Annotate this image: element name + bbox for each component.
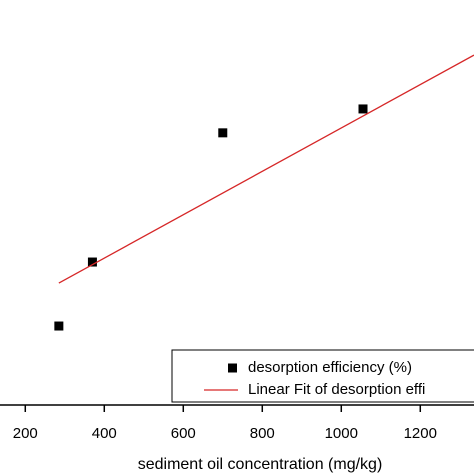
x-tick-label: 200 bbox=[13, 425, 38, 442]
fit-line bbox=[58, 54, 474, 284]
x-tick-label: 400 bbox=[92, 425, 117, 442]
legend-label: Linear Fit of desorption effi bbox=[248, 381, 425, 398]
data-point bbox=[358, 104, 368, 114]
legend-marker bbox=[228, 363, 237, 373]
data-point bbox=[87, 257, 97, 267]
x-tick-label: 1200 bbox=[404, 425, 437, 442]
x-tick-label: 600 bbox=[171, 425, 196, 442]
legend bbox=[171, 349, 474, 403]
legend-label: desorption efficiency (%) bbox=[248, 359, 412, 376]
data-point bbox=[218, 128, 228, 138]
x-tick-label: 1000 bbox=[325, 425, 358, 442]
data-point bbox=[54, 321, 64, 331]
x-tick-label: 800 bbox=[250, 425, 275, 442]
x-axis-label: sediment oil concentration (mg/kg) bbox=[138, 456, 383, 473]
